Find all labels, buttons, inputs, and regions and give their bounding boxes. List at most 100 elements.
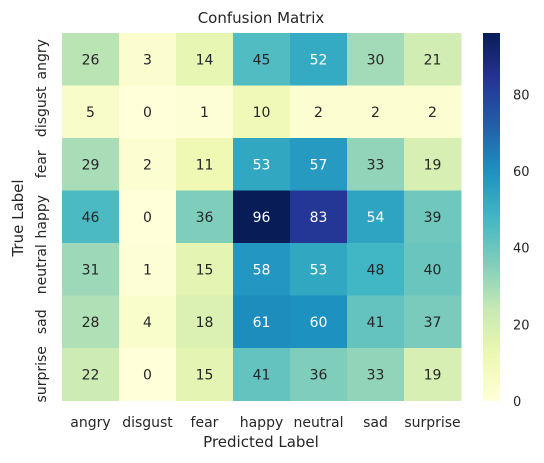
heatmap-cell xyxy=(347,33,405,86)
heatmap-cell xyxy=(119,138,177,191)
x-tick-label: disgust xyxy=(122,415,173,431)
heatmap-cell xyxy=(176,348,234,401)
cell-value-label: 2 xyxy=(314,105,323,121)
cell-value-label: 19 xyxy=(424,157,442,173)
colorbar-tick-label: 20 xyxy=(513,318,530,333)
cell-value-label: 54 xyxy=(367,210,385,226)
heatmap-cell xyxy=(347,138,405,191)
colorbar-tick-label: 0 xyxy=(513,395,521,410)
heatmap-cell xyxy=(404,348,462,401)
heatmap-cell xyxy=(347,190,405,244)
cell-value-label: 45 xyxy=(253,52,271,68)
heatmap-cell xyxy=(404,243,462,296)
heatmap-cell xyxy=(404,138,462,191)
y-tick-label: fear xyxy=(34,150,50,178)
cell-value-label: 29 xyxy=(82,157,100,173)
heatmap-cell xyxy=(290,295,348,349)
heatmap-cell xyxy=(62,348,120,401)
cell-value-label: 36 xyxy=(310,367,328,383)
cell-value-label: 52 xyxy=(310,52,328,68)
heatmap-cell xyxy=(119,348,177,401)
x-tick-labels: angry disgust fear happy neutral sad surprise xyxy=(70,415,460,431)
cell-value-label: 48 xyxy=(367,262,385,278)
cell-value-label: 2 xyxy=(371,105,380,121)
heatmap-cell xyxy=(62,190,120,244)
heatmap-cell xyxy=(404,85,462,139)
cell-value-label: 36 xyxy=(196,210,214,226)
cell-value-label: 83 xyxy=(310,210,328,226)
heatmap-cell xyxy=(176,243,234,296)
cell-value-label: 39 xyxy=(424,210,442,226)
x-tick-label: fear xyxy=(191,415,219,431)
cell-value-label: 30 xyxy=(367,52,385,68)
x-axis-label: Predicted Label xyxy=(203,433,319,451)
cell-value-label: 41 xyxy=(253,367,271,383)
y-tick-label: angry xyxy=(34,39,50,79)
chart-title: Confusion Matrix xyxy=(198,9,325,27)
heatmap-cell xyxy=(62,243,120,296)
cell-value-label: 18 xyxy=(196,315,214,331)
cell-value-label: 4 xyxy=(143,315,152,331)
cell-value-label: 60 xyxy=(310,315,328,331)
heatmap-cell xyxy=(176,85,234,139)
cell-value-label: 1 xyxy=(143,262,152,278)
cell-value-label: 28 xyxy=(82,315,100,331)
heatmap-cell xyxy=(290,33,348,86)
cell-value-label: 61 xyxy=(253,315,271,331)
heatmap-cell xyxy=(62,295,120,349)
cell-value-label: 33 xyxy=(367,157,385,173)
colorbar: 0 20 40 60 80 xyxy=(483,33,530,410)
colorbar-tick-label: 80 xyxy=(513,88,530,103)
y-tick-label: neutral xyxy=(34,244,50,294)
heatmap-cell xyxy=(62,85,120,139)
heatmap-cell xyxy=(62,138,120,191)
cell-value-label: 53 xyxy=(310,262,328,278)
heatmap-cell xyxy=(176,138,234,191)
cell-value-label: 0 xyxy=(143,105,152,121)
heatmap-cell xyxy=(290,85,348,139)
cell-value-label: 3 xyxy=(143,52,152,68)
cell-value-label: 2 xyxy=(428,105,437,121)
cell-value-label: 1 xyxy=(200,105,209,121)
cell-value-label: 57 xyxy=(310,157,328,173)
cell-value-label: 53 xyxy=(253,157,271,173)
heatmap-cell xyxy=(233,33,291,86)
cell-value-label: 2 xyxy=(143,157,152,173)
heatmap-cell xyxy=(347,243,405,296)
cell-value-label: 5 xyxy=(86,105,95,121)
cell-value-label: 15 xyxy=(196,367,214,383)
colorbar-gradient xyxy=(483,33,500,401)
heatmap-cell xyxy=(233,85,291,139)
x-tick-label: angry xyxy=(70,415,110,431)
x-tick-label: sad xyxy=(363,415,388,431)
cell-value-label: 31 xyxy=(82,262,100,278)
cell-value-label: 0 xyxy=(143,367,152,383)
cell-value-label: 21 xyxy=(424,52,442,68)
cell-value-label: 37 xyxy=(424,315,442,331)
y-tick-labels: angry disgust fear happy neutral sad surprise xyxy=(34,39,50,402)
heatmap-cell xyxy=(62,33,120,86)
heatmap-cell xyxy=(176,190,234,244)
y-tick-label: happy xyxy=(34,195,50,239)
heatmap-cell xyxy=(176,295,234,349)
cell-value-label: 46 xyxy=(82,210,100,226)
colorbar-tick-label: 40 xyxy=(513,242,530,257)
cell-value-label: 0 xyxy=(143,210,152,226)
heatmap-cell xyxy=(233,190,291,244)
y-axis-label: True Label xyxy=(9,179,27,257)
heatmap-cell xyxy=(404,190,462,244)
y-tick-label: surprise xyxy=(34,346,50,402)
cell-value-label: 19 xyxy=(424,367,442,383)
y-tick-label: disgust xyxy=(34,86,50,137)
cell-value-label: 58 xyxy=(253,262,271,278)
heatmap-cell xyxy=(290,243,348,296)
x-tick-label: surprise xyxy=(404,415,460,431)
heatmap-cell xyxy=(404,295,462,349)
heatmap-cell xyxy=(119,85,177,139)
heatmap-cell xyxy=(290,190,348,244)
heatmap-cell xyxy=(290,138,348,191)
heatmap-cell xyxy=(233,295,291,349)
heatmap-cell xyxy=(233,243,291,296)
cell-value-label: 40 xyxy=(424,262,442,278)
